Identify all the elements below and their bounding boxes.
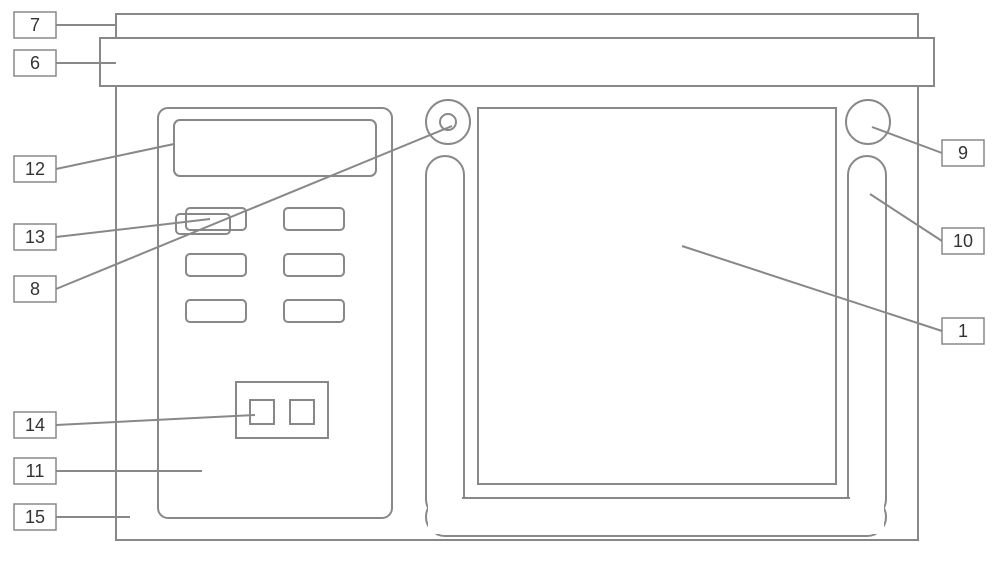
top-bar-wide xyxy=(100,38,934,86)
label-text-15: 15 xyxy=(25,507,45,527)
label-text-8: 8 xyxy=(30,279,40,299)
top-bar-thin xyxy=(116,14,918,38)
screen xyxy=(478,108,836,484)
diagram-svg: 7 6 12 13 8 14 11 15 9 10 1 xyxy=(0,0,1000,579)
control-button-0 xyxy=(186,208,246,230)
label-text-12: 12 xyxy=(25,159,45,179)
label-text-14: 14 xyxy=(25,415,45,435)
leader-9 xyxy=(872,127,942,153)
leader-1 xyxy=(682,246,942,331)
control-panel xyxy=(158,108,392,518)
join-cover-right-top xyxy=(850,496,884,504)
switch-hole-1 xyxy=(290,400,314,424)
label-text-11: 11 xyxy=(26,461,45,481)
join-cover-left-top xyxy=(428,496,462,504)
label-text-6: 6 xyxy=(30,53,40,73)
left-rail xyxy=(426,156,464,518)
control-button-5 xyxy=(284,300,344,322)
label-text-9: 9 xyxy=(958,143,968,163)
control-button-3 xyxy=(284,254,344,276)
control-button-1 xyxy=(284,208,344,230)
leader-14 xyxy=(56,415,255,425)
label-text-1: 1 xyxy=(958,321,968,341)
label-text-7: 7 xyxy=(30,15,40,35)
join-cover-left xyxy=(428,500,462,534)
main-panel xyxy=(116,86,918,540)
label-text-13: 13 xyxy=(25,227,45,247)
knob xyxy=(846,100,890,144)
right-rail xyxy=(848,156,886,518)
bottom-rail xyxy=(426,498,886,536)
camera-outer xyxy=(426,100,470,144)
label-text-10: 10 xyxy=(953,231,973,251)
control-display xyxy=(174,120,376,176)
control-button-2 xyxy=(186,254,246,276)
control-button-4 xyxy=(186,300,246,322)
join-cover-right xyxy=(850,500,884,534)
switch-hole-0 xyxy=(250,400,274,424)
